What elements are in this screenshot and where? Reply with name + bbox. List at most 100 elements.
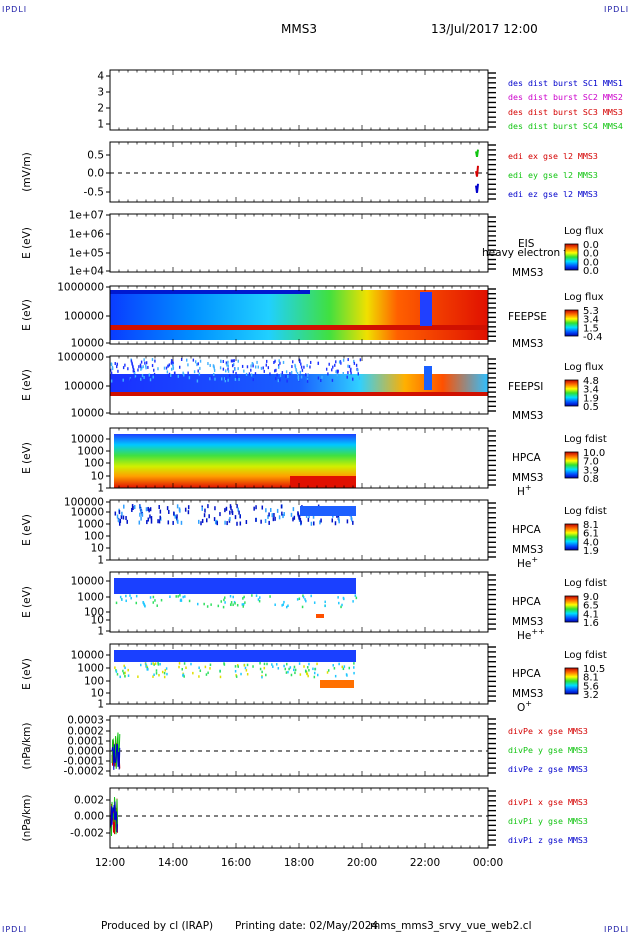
spectrogram-speckle: [153, 368, 155, 372]
spectrogram-speckle: [346, 519, 349, 524]
spectrogram-speckle: [209, 667, 211, 670]
spectrogram-speckle: [310, 594, 312, 598]
spectrogram-speckle: [214, 506, 216, 511]
ytick-label: 2: [97, 103, 104, 115]
spectrogram-speckle: [340, 361, 342, 365]
spectrogram-speckle: [229, 603, 232, 606]
spectrogram-speckle: [186, 358, 188, 362]
spectrogram-speckle: [234, 515, 237, 520]
colorbar: [564, 243, 579, 271]
spectrogram-speckle: [151, 364, 154, 368]
spectrogram-speckle: [272, 517, 275, 522]
spectrogram-speckle: [275, 663, 278, 666]
spectrogram-speckle: [214, 520, 217, 525]
spectrogram-speckle: [244, 601, 246, 604]
spectrogram-speckle: [145, 361, 148, 365]
spectrogram-speckle: [139, 364, 142, 368]
spectrogram-speckle: [222, 359, 224, 363]
spectrogram-speckle: [151, 358, 154, 362]
ytick-label: 10: [91, 471, 104, 483]
ytick-label: 1000: [77, 446, 104, 458]
spectrogram-speckle: [261, 670, 263, 674]
ytick-label: 1: [97, 555, 104, 567]
y-axis-label: E (eV): [21, 514, 33, 546]
panel-edi-efield: edi ex gse l2 MMS3 edi ey gse l2 MMS3 edi …: [21, 141, 598, 203]
spectrogram-speckle: [196, 602, 199, 606]
ytick-label: 1000000: [57, 282, 104, 294]
spectrogram-speckle: [350, 371, 352, 375]
spectrogram-speckle: [174, 514, 177, 519]
footer-producer: Produced by cl (IRAP): [101, 920, 214, 932]
spectrogram-gap: [420, 292, 432, 326]
spectrogram-speckle: [145, 366, 147, 370]
spectrogram-speckle: [238, 377, 240, 381]
ytick-label: 100: [84, 607, 104, 619]
y-axis-label: E (eV): [21, 369, 33, 401]
spectrogram-speckle: [248, 372, 251, 376]
spectrogram-speckle: [133, 505, 136, 510]
spectrogram-speckle: [283, 664, 285, 668]
spectrogram-speckle: [201, 518, 204, 523]
spectrogram-speckle: [225, 377, 227, 381]
spectrogram-speckle: [187, 371, 189, 375]
spectrogram-speckle: [184, 595, 186, 598]
spectrogram-speckle: [209, 377, 211, 381]
spectrogram-speckle: [187, 363, 189, 367]
spectrogram-speckle: [150, 662, 153, 665]
spectrogram-speckle: [172, 364, 174, 368]
spectrogram-speckle: [298, 597, 301, 601]
y-axis-label: E (eV): [21, 299, 33, 331]
overlay-text: heavy electron to: [482, 247, 574, 259]
spectrogram-speckle: [132, 365, 134, 369]
spectrogram-speckle: [276, 508, 279, 513]
spectrogram-speckle: [300, 365, 303, 369]
spectrogram-speckle: [140, 366, 143, 370]
spectrogram-speckle: [294, 365, 297, 369]
spectrogram-speckle: [337, 596, 339, 599]
spectrogram-speckle: [231, 510, 234, 515]
spectrogram-speckle: [346, 375, 348, 379]
spectrogram-speckle: [170, 361, 173, 365]
spectrogram-speckle: [294, 668, 297, 672]
spectrogram-speckle: [252, 665, 254, 668]
ytick-label: 10000: [71, 576, 104, 588]
spectrogram-speckle: [298, 662, 301, 665]
spectrogram-speckle: [224, 601, 226, 604]
spectrogram-speckle: [148, 508, 150, 513]
spectrogram-speckle: [179, 594, 181, 597]
spectrogram-speckle: [224, 377, 226, 381]
spectrogram-speckle: [165, 667, 168, 670]
legend-entry: edi ey gse l2 MMS3: [508, 170, 598, 180]
spectrogram-low-band: [110, 392, 488, 396]
colorbar: [564, 309, 579, 337]
spectrogram-speckle: [124, 666, 126, 670]
spectrogram-speckle: [199, 669, 202, 672]
spectrogram-speckle: [153, 673, 155, 677]
spectrogram-speckle: [207, 671, 209, 675]
spectrogram-speckle: [213, 364, 215, 368]
ytick-label: -0.0002: [63, 766, 104, 778]
ytick-label: 1000: [77, 663, 104, 675]
spectrogram-speckle: [347, 364, 349, 368]
spectrogram-speckle: [220, 600, 223, 603]
spectrogram-speckle: [243, 664, 246, 667]
y-axis-label: (nPa/km): [21, 795, 33, 842]
spectrogram-speckle: [196, 379, 199, 383]
spectrogram-speckle: [140, 360, 143, 364]
spectrogram-speckle: [332, 664, 334, 667]
spectrogram-speckle: [180, 358, 183, 362]
spectrogram-speckle: [229, 510, 231, 515]
spectrogram-speckle: [286, 662, 288, 666]
spectrogram-speckle: [224, 520, 226, 525]
spectrogram-speckle: [313, 521, 315, 526]
spectrogram-speckle: [308, 514, 310, 519]
spectrogram-speckle: [147, 365, 149, 369]
spectrogram-speckle: [170, 359, 173, 363]
spectrogram-speckle: [118, 521, 121, 526]
panel-divpi: divPi x gse MMS3 divPi y gse MMS3 divPi z …: [21, 787, 588, 849]
spectrogram-speckle: [169, 374, 171, 378]
spectrogram-speckle: [265, 363, 268, 367]
spectrogram-speckle: [230, 359, 233, 363]
